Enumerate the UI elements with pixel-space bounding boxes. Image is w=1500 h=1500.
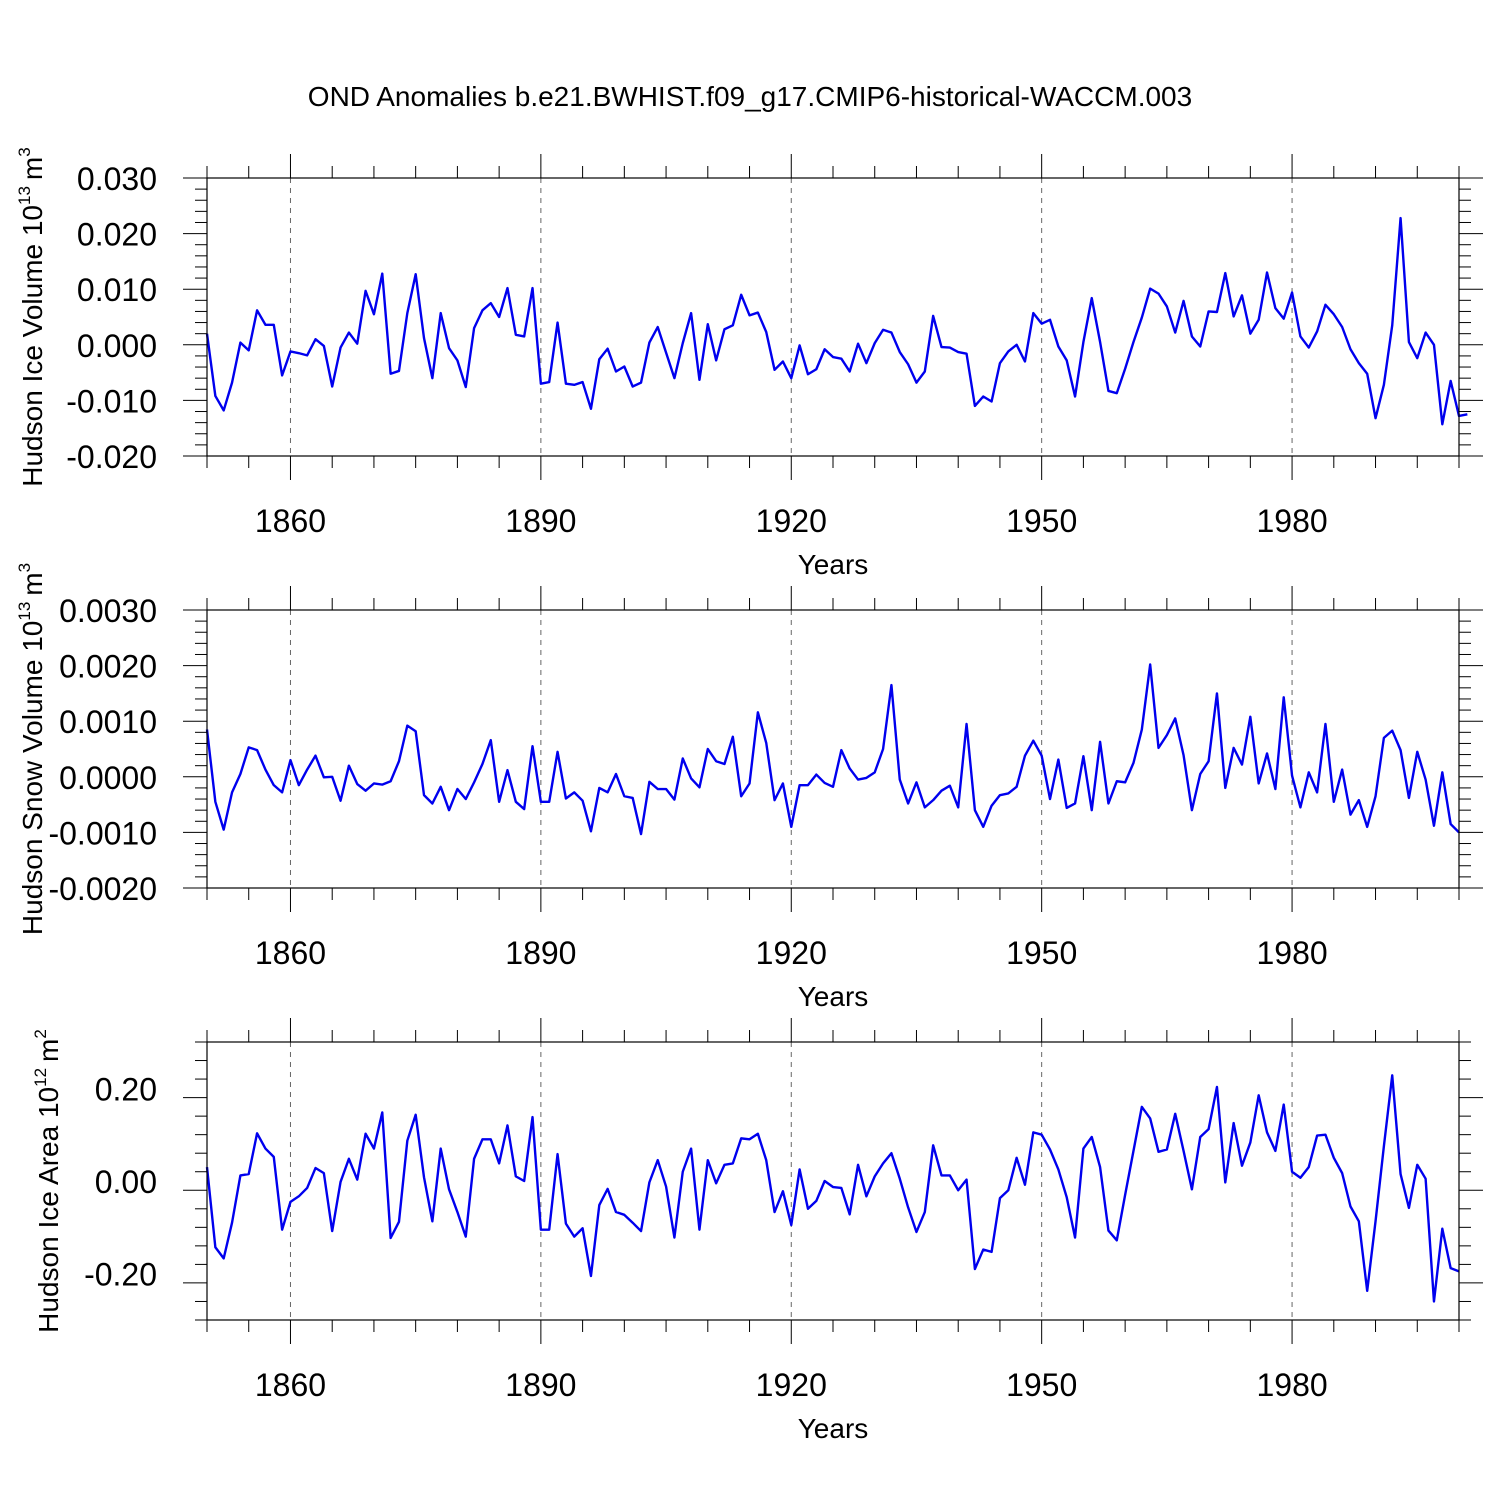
y-label-exponent: 13 — [15, 602, 34, 621]
y-label-unit: m — [17, 572, 48, 595]
y-tick-label: 0.0000 — [59, 760, 157, 796]
y-tick-label: -0.0020 — [48, 871, 157, 907]
series-line — [205, 663, 1460, 836]
y-axis-label: Hudson Snow Volume 1013 m3 — [15, 563, 48, 935]
y-tick-label: 0.0020 — [59, 649, 157, 685]
y-tick-label: 0.20 — [95, 1071, 157, 1107]
x-axis-label: Years — [798, 549, 869, 580]
x-tick-label: 1860 — [255, 1367, 326, 1403]
chart-panel-2: 1860 1890 1920 1950 1980 -0.0020 -0.0010 0.0000… — [15, 563, 1483, 1012]
x-tick-label: 1980 — [1256, 503, 1327, 539]
y-label-unit-exponent: 3 — [15, 147, 34, 156]
y-label-unit-exponent: 3 — [15, 563, 34, 572]
y-label-unit: m — [33, 1039, 64, 1062]
plot-frame — [206, 1041, 1460, 1321]
x-tick-label: 1860 — [255, 935, 326, 971]
x-tick-label: 1950 — [1006, 503, 1077, 539]
x-tick-label: 1890 — [505, 1367, 576, 1403]
y-tick-label: 0.0030 — [59, 593, 157, 629]
y-label-main: Hudson Ice Area 10 — [33, 1087, 64, 1333]
y-tick-label: -0.020 — [66, 439, 157, 475]
y-tick-label: 0.020 — [77, 217, 157, 253]
y-axis-label: Hudson Ice Volume 1013 m3 — [15, 147, 48, 486]
series-line — [205, 1074, 1460, 1303]
y-label-unit: m — [17, 157, 48, 180]
y-tick-label: 0.030 — [77, 161, 157, 197]
y-tick-label: -0.20 — [84, 1257, 157, 1293]
y-label-exponent: 12 — [31, 1068, 50, 1087]
y-tick-label: 0.00 — [95, 1164, 157, 1200]
x-axis-label: Years — [798, 981, 869, 1012]
x-tick-label: 1890 — [505, 935, 576, 971]
x-tick-label: 1980 — [1256, 1367, 1327, 1403]
plot-frame — [206, 177, 1460, 457]
y-label-exponent: 13 — [15, 186, 34, 205]
x-tick-label: 1950 — [1006, 935, 1077, 971]
x-tick-label: 1980 — [1256, 935, 1327, 971]
x-tick-label: 1890 — [505, 503, 576, 539]
x-axis-label: Years — [798, 1413, 869, 1444]
plots: 1860 1890 1920 1950 1980 -0.020 -0.010 0.000 0.0… — [15, 147, 1483, 1444]
y-tick-label: -0.0010 — [48, 815, 157, 851]
chart-panel-1: 1860 1890 1920 1950 1980 -0.020 -0.010 0.000 0.0… — [15, 147, 1483, 580]
x-tick-label: 1860 — [255, 503, 326, 539]
y-tick-label: 0.0010 — [59, 704, 157, 740]
y-label-main: Hudson Ice Volume 10 — [17, 205, 48, 487]
chart-panel-3: 1860 1890 1920 1950 1980 -0.20 0.00 0.20 Years Hu… — [31, 1018, 1483, 1444]
y-tick-label: 0.010 — [77, 272, 157, 308]
y-label-unit-exponent: 2 — [31, 1029, 50, 1038]
y-tick-label: -0.010 — [66, 383, 157, 419]
x-tick-label: 1920 — [756, 503, 827, 539]
y-axis-label: Hudson Ice Area 1012 m2 — [31, 1029, 64, 1333]
y-tick-label: 0.000 — [77, 328, 157, 364]
x-tick-label: 1920 — [756, 935, 827, 971]
figure-title: OND Anomalies b.e21.BWHIST.f09_g17.CMIP6… — [308, 81, 1192, 112]
series-line — [205, 216, 1468, 426]
y-label-main: Hudson Snow Volume 10 — [17, 621, 48, 935]
x-tick-label: 1920 — [756, 1367, 827, 1403]
x-tick-label: 1950 — [1006, 1367, 1077, 1403]
plot-frame — [206, 609, 1460, 889]
